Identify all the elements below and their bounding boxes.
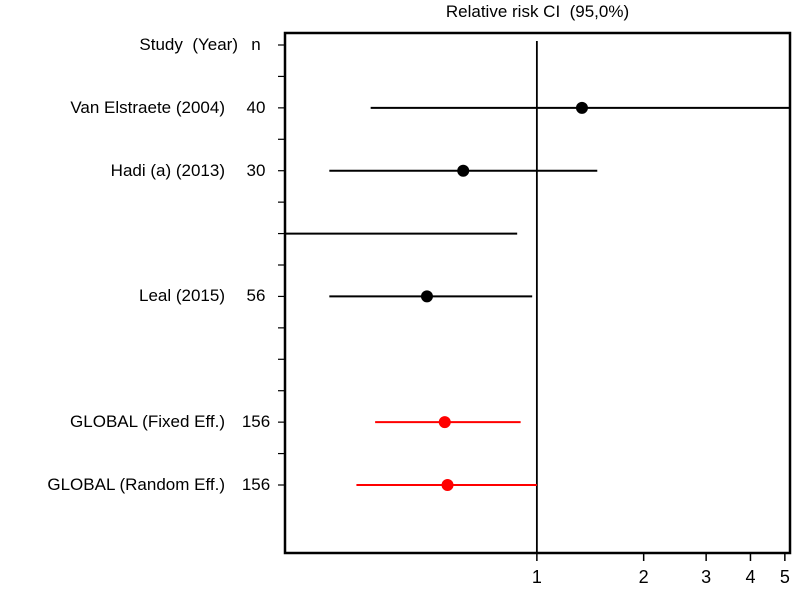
row-n: 156 bbox=[241, 412, 271, 432]
row-label: Hadi (a) (2013) bbox=[110, 160, 225, 180]
row-label: Leal (2015) bbox=[138, 286, 225, 306]
column-header-study: Study (Year) bbox=[139, 35, 238, 54]
x-tick-label: 1 bbox=[532, 567, 542, 587]
row-n: 40 bbox=[246, 97, 266, 117]
estimate-marker bbox=[441, 479, 454, 491]
row-label: Van Elstraete (2004) bbox=[70, 97, 225, 117]
row-label: GLOBAL (Random Eff.) bbox=[47, 475, 225, 494]
estimate-marker bbox=[420, 290, 433, 303]
row-n: 30 bbox=[246, 160, 266, 180]
column-header-n: n bbox=[251, 35, 261, 54]
estimate-marker bbox=[575, 101, 588, 114]
x-tick-label: 3 bbox=[701, 567, 711, 587]
estimate-marker bbox=[438, 416, 451, 429]
chart-title: Relative risk CI (95,0%) bbox=[445, 2, 630, 21]
x-tick-label: 2 bbox=[639, 567, 649, 587]
x-tick-label: 5 bbox=[780, 567, 790, 587]
x-tick-label: 4 bbox=[745, 567, 755, 587]
row-n: 56 bbox=[246, 286, 266, 306]
row-label: GLOBAL (Fixed Eff.) bbox=[70, 412, 225, 432]
estimate-marker bbox=[457, 164, 470, 177]
row-n: 156 bbox=[241, 475, 271, 494]
